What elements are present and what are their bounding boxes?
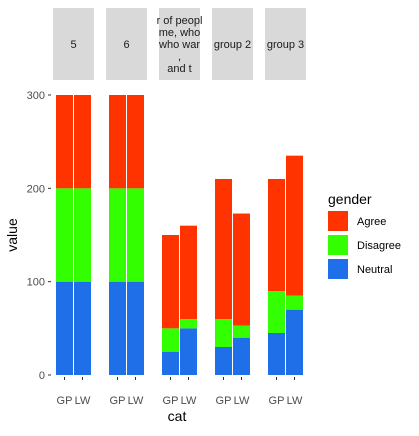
x-tick-label: LW xyxy=(75,395,91,407)
bar-segment-agree xyxy=(162,235,179,329)
bar-segment-neutral xyxy=(268,333,285,375)
bar-segment-agree xyxy=(268,179,285,291)
bar-segment-neutral xyxy=(127,281,144,375)
facet-strip-label: me, who xyxy=(159,27,201,39)
bar-segment-disagree xyxy=(233,325,250,338)
y-tick-label: 100 xyxy=(27,277,45,289)
facet-strip-label: , xyxy=(178,51,181,63)
x-tick-label: GP xyxy=(216,395,232,407)
facet-strip-label: 5 xyxy=(70,39,76,51)
x-axis-title: cat xyxy=(168,408,187,424)
legend-label-agree: Agree xyxy=(357,216,386,228)
x-tick-label: LW xyxy=(128,395,144,407)
bar-segment-neutral xyxy=(180,328,197,375)
bar-segment-agree xyxy=(109,95,126,189)
bar-segment-disagree xyxy=(268,291,285,333)
legend-title: gender xyxy=(328,191,372,207)
legend-key-agree xyxy=(328,211,348,231)
legend-label-disagree: Disagree xyxy=(357,240,401,252)
bar-segment-agree xyxy=(180,225,197,319)
x-tick-label: LW xyxy=(287,395,303,407)
legend-label-neutral: Neutral xyxy=(357,264,392,276)
facet-strip xyxy=(106,8,147,80)
facet-strip-label: r of peopl xyxy=(157,15,203,27)
facet-strip xyxy=(53,8,94,80)
bar-segment-disagree xyxy=(286,295,303,310)
bar-segment-disagree xyxy=(74,188,91,282)
y-axis-title: value xyxy=(4,218,20,252)
bar-segment-disagree xyxy=(215,319,232,347)
bar-segment-neutral xyxy=(109,281,126,375)
bar-segment-agree xyxy=(233,213,250,326)
facet-strip-label: who war xyxy=(158,39,200,51)
facet-strip-label: and t xyxy=(167,63,191,75)
bar-segment-disagree xyxy=(56,188,73,282)
y-tick-label: 200 xyxy=(27,183,45,195)
bar-segment-agree xyxy=(286,155,303,296)
bar-segment-neutral xyxy=(286,309,303,375)
bar-segment-disagree xyxy=(162,328,179,352)
bar-segment-disagree xyxy=(109,188,126,282)
bar-segment-neutral xyxy=(233,337,250,375)
x-tick-label: GP xyxy=(57,395,73,407)
legend-key-neutral xyxy=(328,259,348,279)
bar-segment-neutral xyxy=(162,351,179,375)
facet-strip xyxy=(159,8,200,80)
facet-strip-label: 6 xyxy=(123,39,129,51)
bar-segment-agree xyxy=(215,179,232,319)
x-tick-label: GP xyxy=(163,395,179,407)
facet-strip xyxy=(265,8,306,80)
bar-segment-agree xyxy=(56,95,73,189)
facet-strip-label: group 3 xyxy=(267,39,304,51)
x-tick-label: LW xyxy=(181,395,197,407)
bar-segment-neutral xyxy=(56,281,73,375)
bar-segment-neutral xyxy=(74,281,91,375)
bar-segment-neutral xyxy=(215,347,232,375)
y-tick-label: 300 xyxy=(27,90,45,102)
bar-segment-disagree xyxy=(180,319,197,329)
facet-strip xyxy=(212,8,253,80)
x-tick-label: GP xyxy=(110,395,126,407)
y-tick-label: 0 xyxy=(39,370,45,382)
x-tick-label: LW xyxy=(234,395,250,407)
legend-key-disagree xyxy=(328,235,348,255)
bar-segment-agree xyxy=(127,95,144,189)
bar-segment-disagree xyxy=(127,188,144,282)
x-tick-label: GP xyxy=(269,395,285,407)
facet-strip-label: group 2 xyxy=(214,39,251,51)
bar-segment-agree xyxy=(74,95,91,189)
